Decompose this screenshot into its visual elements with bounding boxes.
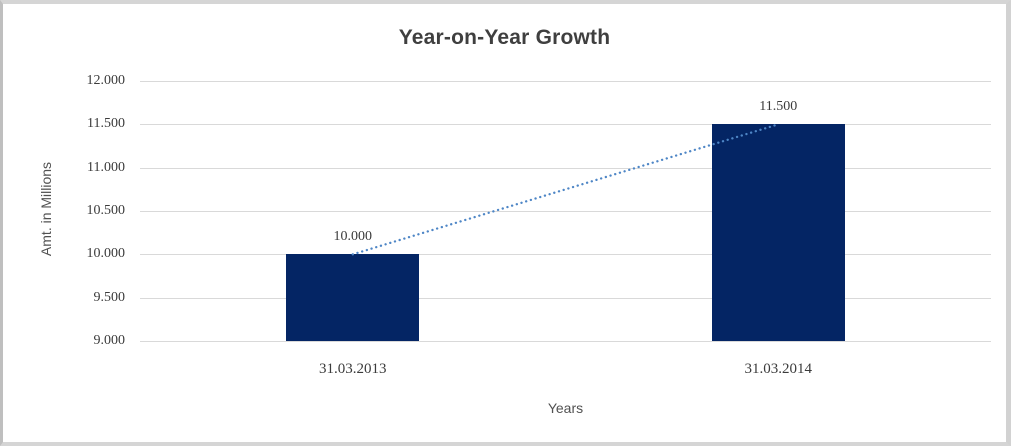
data-label: 11.500 <box>759 99 798 115</box>
data-label: 10.000 <box>333 229 373 245</box>
bar-31.03.2013 <box>286 254 420 341</box>
y-tick-label: 11.500 <box>87 116 125 132</box>
y-tick-label: 10.000 <box>86 246 126 262</box>
y-tick-label: 9.000 <box>93 333 126 348</box>
gridline <box>140 124 991 126</box>
gridline <box>140 254 991 256</box>
y-tick-label: 9.500 <box>93 289 126 305</box>
gridline <box>140 167 991 169</box>
y-tick-label: 11.000 <box>87 159 125 175</box>
trendline <box>351 123 780 256</box>
x-axis-title: Years <box>547 400 584 416</box>
bar-31.03.2014 <box>711 124 845 341</box>
gridline <box>140 297 991 299</box>
y-tick-label: 12.000 <box>86 73 126 88</box>
gridline <box>140 211 991 212</box>
chart-title: Year-on-Year Growth <box>398 26 611 49</box>
gridline <box>140 81 991 82</box>
y-tick-label: 10.500 <box>86 203 126 218</box>
x-category-label: 31.03.2014 <box>744 361 813 377</box>
x-category-label: 31.03.2013 <box>319 361 387 377</box>
gridline <box>140 341 991 342</box>
